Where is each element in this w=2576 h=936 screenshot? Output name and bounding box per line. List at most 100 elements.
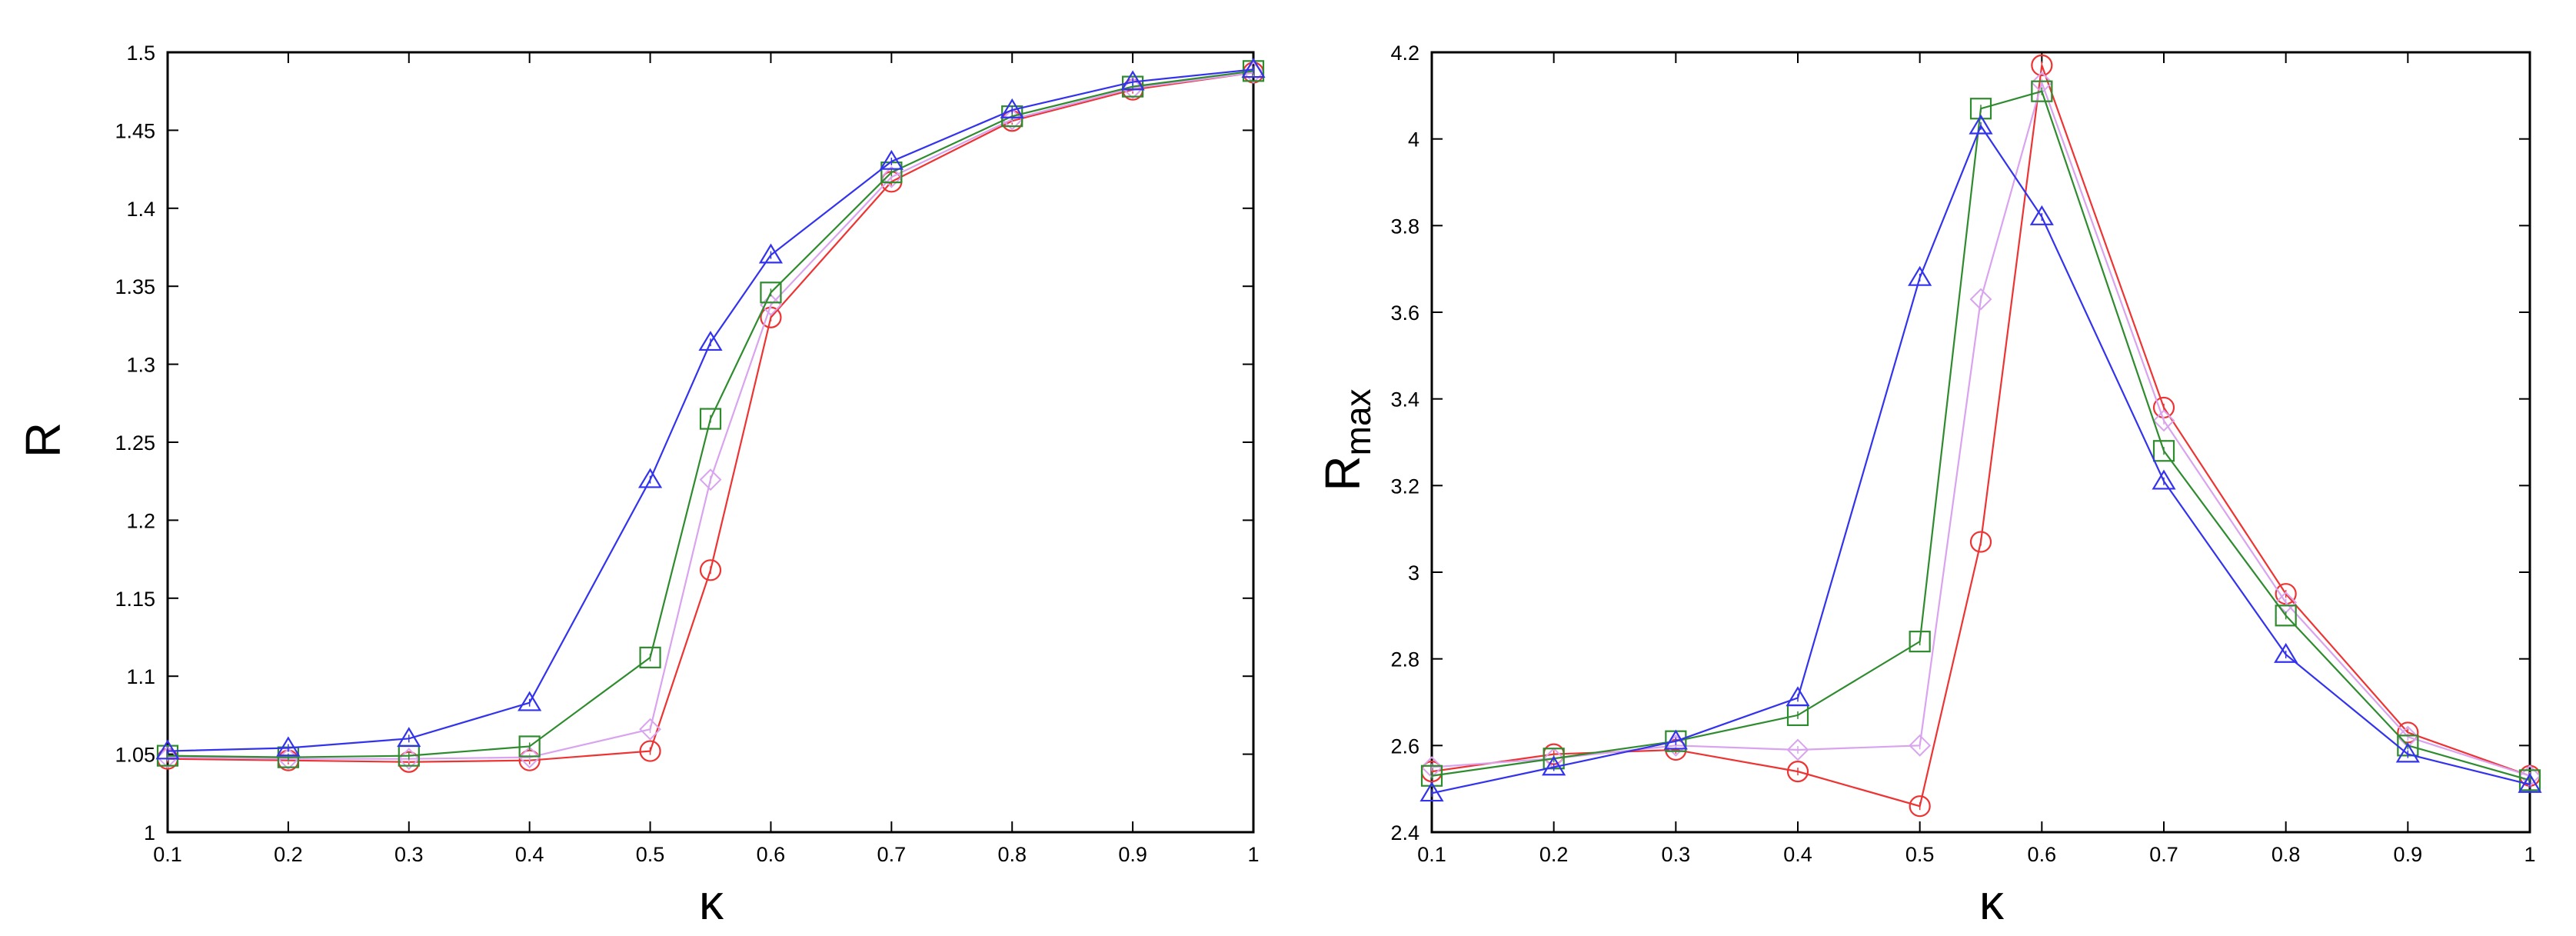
data-point bbox=[637, 468, 663, 488]
y-tick-label: 2.8 bbox=[1390, 648, 1419, 671]
y-tick-label: 1.1 bbox=[126, 665, 155, 688]
y-tick-label: 3 bbox=[1408, 561, 1419, 585]
x-tick-label: 0.1 bbox=[1417, 843, 1446, 866]
series-line bbox=[1431, 124, 2531, 794]
y-tick-label: 2.6 bbox=[1390, 734, 1419, 758]
y-tick-label: 1.5 bbox=[126, 42, 155, 65]
data-point bbox=[518, 746, 541, 769]
y-tick-label: 4.2 bbox=[1390, 42, 1419, 65]
y-axis-title-subscript: max bbox=[1338, 388, 1378, 455]
y-tick-label: 4 bbox=[1408, 128, 1419, 152]
series-diamond bbox=[1420, 72, 2541, 788]
data-point bbox=[2152, 409, 2175, 432]
y-tick-label: 1.45 bbox=[115, 119, 155, 142]
series-triangle bbox=[1419, 114, 2542, 802]
data-point bbox=[518, 735, 541, 758]
data-point bbox=[156, 746, 179, 769]
series-circle bbox=[1420, 54, 2541, 818]
data-point bbox=[518, 691, 542, 711]
y-tick-label: 2.4 bbox=[1390, 821, 1419, 844]
data-point bbox=[2275, 605, 2297, 627]
y-tick-label: 1.4 bbox=[126, 198, 155, 221]
x-tick-label: 0.3 bbox=[394, 843, 424, 866]
y-tick-label: 1.05 bbox=[115, 744, 155, 767]
y-axis-title: R bbox=[15, 422, 71, 458]
x-tick-label: 0.9 bbox=[1118, 843, 1147, 866]
data-point bbox=[2031, 54, 2053, 77]
x-tick-label: 0.6 bbox=[757, 843, 786, 866]
data-point bbox=[156, 744, 179, 767]
y-tick-label: 1.15 bbox=[115, 588, 155, 611]
data-point bbox=[699, 559, 722, 581]
data-point bbox=[2029, 205, 2054, 225]
x-tick-label: 0.2 bbox=[274, 843, 303, 866]
y-tick-label: 3.2 bbox=[1390, 475, 1419, 498]
data-point bbox=[397, 727, 421, 748]
series-square bbox=[1420, 80, 2541, 791]
data-point bbox=[1120, 70, 1145, 91]
data-point bbox=[1909, 734, 1932, 757]
data-point bbox=[1121, 77, 1144, 100]
data-point bbox=[699, 468, 722, 491]
series-line bbox=[1431, 65, 2531, 808]
data-point bbox=[2518, 772, 2542, 793]
x-tick-label: 1 bbox=[1247, 843, 1259, 866]
y-tick-label: 3.4 bbox=[1390, 388, 1419, 411]
x-tick-label: 0.5 bbox=[636, 843, 665, 866]
series-line bbox=[1431, 79, 2531, 777]
data-point bbox=[1000, 108, 1023, 131]
x-axis-title: κ bbox=[1979, 874, 2005, 930]
data-point bbox=[699, 408, 722, 430]
data-point bbox=[879, 149, 904, 170]
x-tick-label: 0.8 bbox=[2271, 843, 2301, 866]
y-tick-label: 3.8 bbox=[1390, 215, 1419, 238]
data-point bbox=[2152, 469, 2176, 490]
data-point bbox=[760, 281, 782, 304]
y-tick-label: 1.25 bbox=[115, 431, 155, 455]
data-point bbox=[2395, 742, 2420, 763]
data-point bbox=[1786, 686, 1810, 707]
data-point bbox=[760, 294, 782, 316]
data-point bbox=[1663, 729, 1688, 750]
data-point bbox=[1419, 781, 1444, 802]
x-tick-label: 0.3 bbox=[1662, 843, 1691, 866]
data-point bbox=[1969, 531, 1992, 553]
chart-r-vs-kappa: R κ 0.1 0.2 0.3 0.4 0.5 0.6 0.7 0.8 0.9 1 1 1.05 1.1… bbox=[15, 42, 1266, 930]
x-tick-label: 0.9 bbox=[2394, 843, 2423, 866]
x-tick-label: 0.7 bbox=[877, 843, 907, 866]
data-point bbox=[1969, 288, 1992, 311]
x-tick-label: 0.8 bbox=[997, 843, 1027, 866]
data-point bbox=[758, 243, 784, 264]
x-tick-label: 0.1 bbox=[153, 843, 182, 866]
data-point bbox=[1969, 98, 1992, 120]
data-point bbox=[1542, 755, 1566, 776]
data-point bbox=[1241, 58, 1266, 78]
data-point bbox=[698, 331, 723, 351]
data-point bbox=[518, 749, 541, 771]
data-point bbox=[1909, 795, 1931, 818]
data-point bbox=[1969, 114, 1993, 135]
data-point bbox=[155, 739, 180, 760]
x-tick-label: 0.4 bbox=[1783, 843, 1812, 866]
x-tick-label: 0.2 bbox=[1539, 843, 1569, 866]
plot-frame bbox=[1430, 51, 2531, 834]
data-point bbox=[1909, 631, 1931, 653]
y-axis-title: Rmax bbox=[1315, 388, 1378, 491]
series-line bbox=[1431, 90, 2531, 781]
data-point bbox=[639, 646, 661, 668]
data-point bbox=[639, 718, 661, 741]
data-point bbox=[1122, 75, 1144, 98]
x-tick-label: 0.6 bbox=[2028, 843, 2057, 866]
data-point bbox=[2031, 80, 2053, 102]
x-tick-label: 1 bbox=[2524, 843, 2535, 866]
data-point bbox=[276, 736, 301, 757]
data-point bbox=[1420, 764, 1443, 787]
x-tick-label: 0.7 bbox=[2149, 843, 2178, 866]
x-tick-label: 0.5 bbox=[1905, 843, 1935, 866]
series-triangle bbox=[155, 58, 1266, 760]
data-point bbox=[1000, 98, 1024, 118]
x-axis-title: κ bbox=[699, 874, 724, 930]
y-tick-label: 1.2 bbox=[126, 509, 155, 532]
